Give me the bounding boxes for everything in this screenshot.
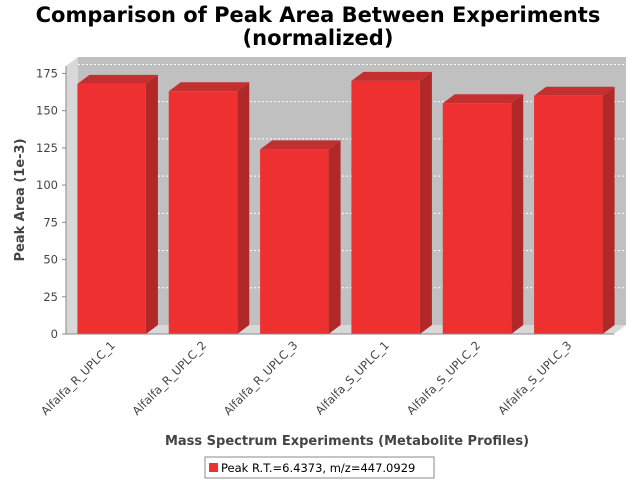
bar (351, 71, 432, 334)
y-tick-label: 150 (36, 104, 58, 118)
bar-side (419, 71, 432, 334)
bar-top (77, 74, 158, 84)
bar-side (328, 140, 341, 334)
bar-front (351, 80, 420, 334)
chart-subtitle: (normalized) (243, 26, 394, 50)
legend-swatch (209, 463, 218, 472)
legend-box (204, 456, 435, 479)
x-tick-labels: Alfalfa_R_UPLC_1 Alfalfa_R_UPLC_2 Alfalfa_… (38, 338, 574, 418)
bar-top (168, 82, 250, 92)
y-tick-label: 75 (43, 215, 58, 229)
bar-top (260, 140, 341, 150)
x-tick-label: Alfalfa_R_UPLC_2 (129, 338, 209, 418)
y-tick-label: 175 (36, 66, 58, 80)
y-tick-label: 100 (36, 178, 58, 192)
x-tick-label: Alfalfa_S_UPLC_2 (404, 338, 483, 417)
bar-top (442, 94, 524, 104)
chart-title: Comparison of Peak Area Between Experime… (36, 3, 601, 27)
bar-front (442, 103, 512, 334)
bar-front (260, 149, 329, 334)
bar-top (351, 71, 432, 81)
bar (260, 140, 341, 334)
x-tick-label: Alfalfa_S_UPLC_3 (495, 338, 574, 417)
y-axis-label: Peak Area (1e-3) (13, 138, 28, 261)
x-axis-label: Mass Spectrum Experiments (Metabolite Pr… (165, 434, 529, 449)
axes (62, 66, 614, 335)
y-tick-label: 50 (43, 253, 58, 267)
y-tick-label: 125 (36, 141, 58, 155)
bar-top (534, 86, 615, 96)
bar-front (534, 95, 603, 335)
bar-side (145, 74, 158, 334)
bar-front (77, 83, 146, 334)
bar (77, 74, 158, 334)
bars (77, 71, 615, 335)
y-tick-label: 25 (43, 290, 58, 304)
y-tick-labels: 0 25 50 75 100 125 150 175 (36, 66, 58, 341)
legend-label: Peak R.T.=6.4373, m/z=447.0929 (221, 461, 415, 475)
bar-side (511, 94, 524, 334)
side-wall (66, 57, 78, 334)
x-tick-label: Alfalfa_R_UPLC_3 (221, 338, 301, 418)
bar (442, 94, 524, 334)
bar-front (168, 91, 238, 334)
y-tick-label: 0 (51, 327, 58, 341)
bar-side (237, 82, 250, 334)
legend: Peak R.T.=6.4373, m/z=447.0929 (204, 456, 435, 479)
x-tick-label: Alfalfa_S_UPLC_1 (313, 338, 392, 417)
x-tick-label: Alfalfa_R_UPLC_1 (38, 338, 118, 418)
bar (534, 86, 615, 335)
bar-side (602, 86, 615, 335)
bar (168, 82, 250, 334)
